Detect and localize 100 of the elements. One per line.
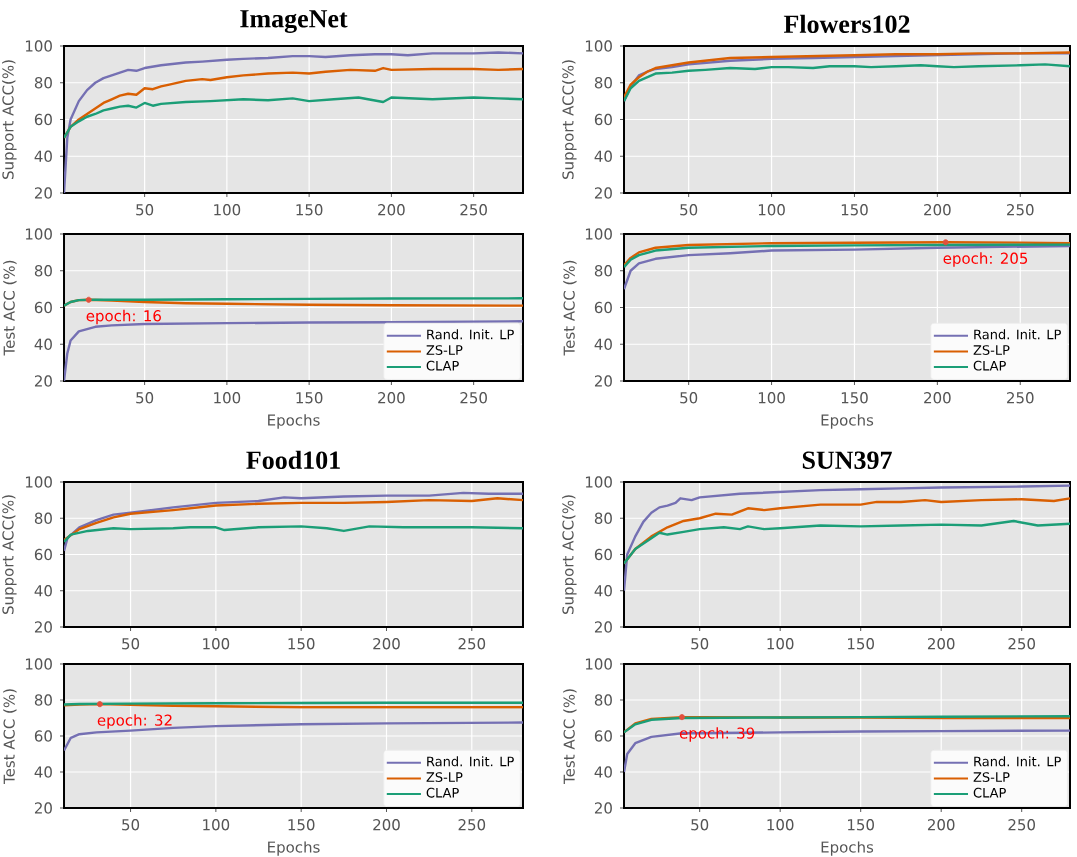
y-tick-label: 80 xyxy=(594,265,612,277)
y-axis-title: Support ACC(%) xyxy=(2,495,17,614)
x-tick-label: 250 xyxy=(460,204,487,216)
legend-label: ZS-LP xyxy=(973,345,1010,355)
y-tick-label: 100 xyxy=(25,228,52,240)
legend-label: ZS-LP xyxy=(973,772,1010,782)
x-tick-label: 200 xyxy=(924,392,951,404)
x-tick-label: 250 xyxy=(1008,819,1035,831)
x-tick-label: 100 xyxy=(767,638,794,650)
y-tick-label: 20 xyxy=(34,621,52,633)
y-tick-label: 20 xyxy=(594,375,612,387)
y-axis-title: Support ACC(%) xyxy=(562,495,577,614)
chart-title: ImageNet xyxy=(240,10,348,33)
line-series xyxy=(624,244,1070,291)
line-series xyxy=(64,491,523,553)
legend-label: ZS-LP xyxy=(426,772,463,782)
line-series xyxy=(624,519,1070,565)
y-tick-label: 80 xyxy=(34,77,52,89)
chart-title: Food101 xyxy=(246,450,340,469)
x-tick-label: 200 xyxy=(924,204,951,216)
y-tick-label: 80 xyxy=(594,694,612,706)
x-tick-label: 100 xyxy=(203,638,230,650)
x-tick-label: 150 xyxy=(848,638,874,650)
x-tick-label: 200 xyxy=(378,204,405,216)
y-axis-title: Test ACC (%) xyxy=(3,260,17,356)
y-tick-label: 40 xyxy=(34,766,52,778)
x-tick-label: 200 xyxy=(373,819,400,831)
y-tick-label: 60 xyxy=(594,730,612,742)
y-tick-label: 20 xyxy=(594,802,612,814)
legend-label: CLAP xyxy=(973,360,1006,371)
x-tick-label: 50 xyxy=(691,638,709,650)
y-tick-label: 80 xyxy=(34,265,52,277)
y-tick-label: 40 xyxy=(34,338,52,350)
y-tick-label: 60 xyxy=(594,113,612,126)
chart-title: SUN397 xyxy=(802,451,892,469)
y-axis-title: Support ACC(%) xyxy=(562,60,577,179)
x-tick-label: 150 xyxy=(296,204,323,216)
y-tick-label: 60 xyxy=(594,548,612,561)
y-tick-label: 60 xyxy=(34,113,52,126)
x-tick-label: 50 xyxy=(680,204,698,216)
x-axis-title: Epochs xyxy=(268,414,320,429)
y-tick-label: 100 xyxy=(25,476,52,488)
y-tick-label: 20 xyxy=(594,187,612,199)
x-tick-label: 100 xyxy=(203,819,230,831)
y-tick-label: 100 xyxy=(585,658,612,670)
y-tick-label: 80 xyxy=(594,77,612,89)
x-tick-label: 150 xyxy=(841,392,868,404)
y-tick-label: 20 xyxy=(594,621,612,633)
y-axis-title: Test ACC (%) xyxy=(563,260,577,356)
x-tick-label: 200 xyxy=(378,392,405,404)
x-tick-label: 150 xyxy=(841,204,868,216)
x-tick-label: 50 xyxy=(691,819,709,831)
y-tick-label: 40 xyxy=(34,585,52,597)
annotation: epoch: 16 xyxy=(86,309,161,325)
y-tick-label: 40 xyxy=(594,338,612,350)
line-series xyxy=(624,63,1070,103)
y-tick-label: 100 xyxy=(25,40,52,52)
y-tick-label: 40 xyxy=(594,150,612,162)
x-tick-label: 100 xyxy=(767,819,794,831)
x-tick-label: 250 xyxy=(1007,392,1034,404)
line-series xyxy=(64,525,523,544)
x-tick-label: 200 xyxy=(927,638,955,650)
legend-label: CLAP xyxy=(426,360,459,371)
y-axis-title: Test ACC (%) xyxy=(3,689,17,785)
x-tick-label: 200 xyxy=(373,638,400,650)
y-tick-label: 20 xyxy=(34,187,52,199)
x-tick-label: 250 xyxy=(1007,204,1034,216)
x-tick-label: 50 xyxy=(122,638,140,650)
x-tick-label: 100 xyxy=(758,204,785,216)
y-tick-label: 40 xyxy=(34,150,52,162)
y-tick-label: 100 xyxy=(25,658,52,670)
y-tick-label: 20 xyxy=(34,375,52,387)
annotation: epoch: 39 xyxy=(679,727,755,742)
x-tick-label: 50 xyxy=(122,819,140,831)
y-tick-label: 80 xyxy=(34,512,52,524)
x-tick-label: 150 xyxy=(296,392,323,404)
y-tick-label: 80 xyxy=(594,512,612,524)
legend-label: ZS-LP xyxy=(426,345,463,355)
x-axis-title: Epochs xyxy=(268,841,320,856)
x-tick-label: 100 xyxy=(758,392,785,404)
x-axis-title: Epochs xyxy=(821,841,874,856)
legend-label: CLAP xyxy=(973,787,1006,798)
y-tick-label: 60 xyxy=(34,730,52,742)
annotation: epoch: 32 xyxy=(97,714,172,729)
y-tick-label: 40 xyxy=(594,585,612,597)
legend-label: Rand. Init. LP xyxy=(974,756,1061,767)
y-tick-label: 40 xyxy=(594,766,612,778)
chart-title: Flowers102 xyxy=(783,14,910,33)
x-tick-label: 150 xyxy=(288,638,315,650)
x-tick-label: 200 xyxy=(927,819,955,831)
x-tick-label: 250 xyxy=(460,392,487,404)
x-tick-label: 250 xyxy=(1008,638,1035,650)
y-tick-label: 100 xyxy=(585,40,612,52)
legend-label: Rand. Init. LP xyxy=(974,329,1061,340)
y-axis-title: Support ACC(%) xyxy=(2,60,17,179)
x-axis-title: Epochs xyxy=(821,414,874,429)
y-tick-label: 60 xyxy=(594,301,612,314)
x-tick-label: 100 xyxy=(214,392,241,404)
y-tick-label: 60 xyxy=(34,301,52,314)
y-tick-label: 80 xyxy=(34,694,52,706)
